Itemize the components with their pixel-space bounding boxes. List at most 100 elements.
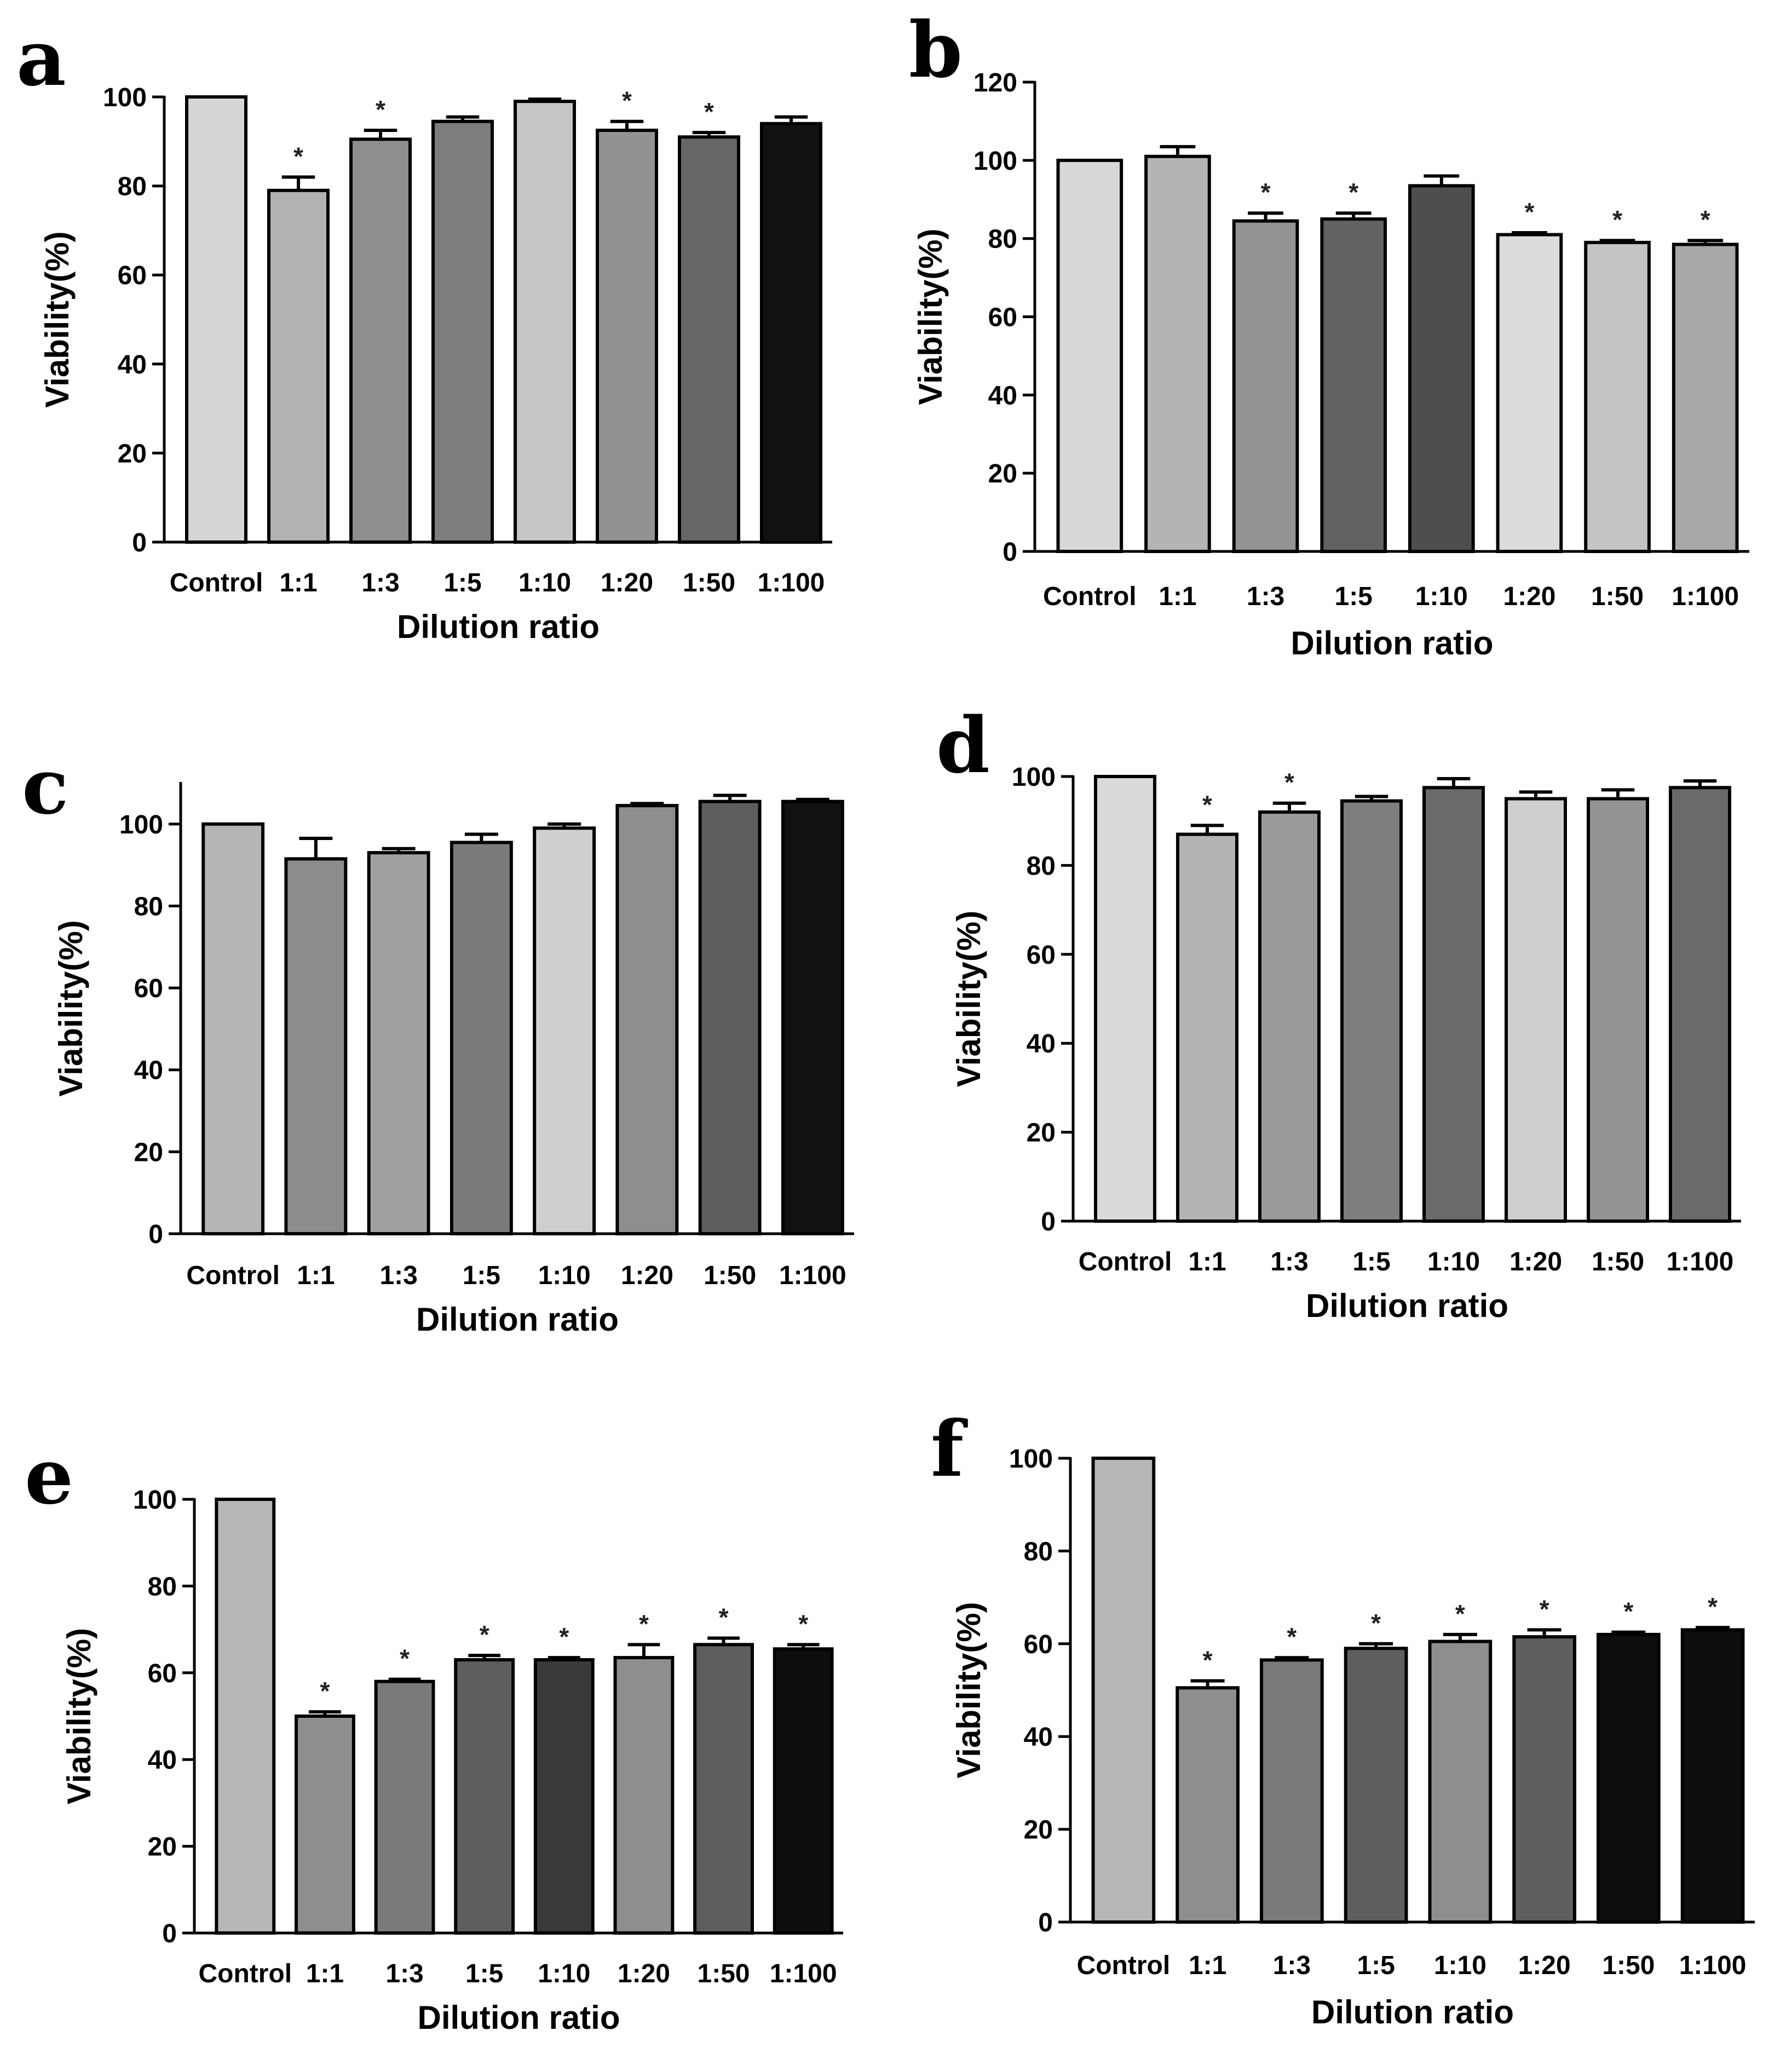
- significance-mark: *: [1261, 178, 1271, 206]
- panel-letter-a: a: [16, 14, 66, 103]
- x-tick-label: 1:5: [1335, 582, 1373, 611]
- y-axis-title: Viability(%): [912, 228, 949, 405]
- bar-1:20: [615, 804, 679, 1235]
- bar-1:50: [1597, 1632, 1661, 1924]
- y-tick-label: 60: [134, 974, 163, 1003]
- x-axis-title: Dilution ratio: [418, 1999, 620, 2036]
- panel-a: a 0 20 40 60 80 100 Control * 1:1 * 1:3 1:5 1:10 * 1:20…: [16, 14, 832, 645]
- x-tick-label: 1:50: [1602, 1951, 1655, 1980]
- y-tick-label: 40: [1024, 1723, 1053, 1752]
- panel-e: e 0 20 40 60 80 100 Control * 1:1 * 1:3 * 1:5 * 1:10 * 1:…: [25, 1432, 843, 2036]
- y-tick-label: 100: [1009, 1445, 1053, 1474]
- x-tick-label: 1:3: [385, 1959, 423, 1988]
- y-tick-label: 0: [1041, 1207, 1056, 1236]
- bar-1:3: [1232, 219, 1299, 553]
- y-tick-label: 100: [973, 147, 1017, 176]
- bar-1:1: [295, 1715, 355, 1935]
- y-tick-label: 80: [988, 225, 1017, 254]
- bar-1:5: [1344, 1647, 1408, 1924]
- y-tick-label: 60: [118, 261, 147, 290]
- significance-mark: *: [1371, 1609, 1381, 1637]
- bar-1:100: [781, 799, 844, 1236]
- bar-1:3: [1260, 1658, 1324, 1924]
- y-tick-label: 40: [118, 350, 147, 379]
- significance-mark: *: [1287, 1623, 1297, 1651]
- y-tick-label: 100: [1012, 763, 1056, 792]
- x-tick-label: 1:1: [1189, 1951, 1226, 1980]
- bar-1:10: [1422, 786, 1485, 1223]
- x-axis-title: Dilution ratio: [1311, 1994, 1514, 2030]
- x-tick-label: 1:50: [698, 1959, 750, 1988]
- y-tick-label: 80: [118, 172, 147, 202]
- bar-1:3: [1258, 810, 1321, 1223]
- significance-mark: *: [1540, 1595, 1549, 1623]
- x-tick-label: 1:50: [1591, 582, 1644, 611]
- y-tick-label: 20: [118, 439, 147, 468]
- x-tick-label: 1:10: [538, 1261, 591, 1290]
- bar-Control: [215, 1498, 276, 1935]
- y-axis-title: Viability(%): [950, 1602, 987, 1778]
- significance-mark: *: [798, 1609, 808, 1638]
- bar-1:50: [678, 135, 740, 544]
- bar-1:20: [1512, 1635, 1576, 1924]
- y-tick-label: 20: [988, 459, 1017, 488]
- y-tick-label: 60: [1024, 1630, 1053, 1659]
- panel-f: f 0 20 40 60 80 100 Control * 1:1 * 1:3 * 1:5 * 1:10 * 1:…: [931, 1405, 1755, 2030]
- x-tick-label: 1:10: [538, 1959, 590, 1988]
- bar-1:50: [693, 1643, 754, 1935]
- bar-1:3: [349, 137, 412, 544]
- bar-Control: [1091, 1457, 1156, 1924]
- significance-mark: *: [1349, 178, 1358, 206]
- bar-1:100: [773, 1647, 834, 1935]
- significance-mark: *: [1612, 205, 1622, 234]
- bar-1:5: [431, 119, 494, 544]
- bar-1:100: [1669, 786, 1731, 1223]
- bar-1:10: [514, 100, 576, 544]
- x-tick-label: 1:20: [1503, 582, 1555, 611]
- bar-Control: [1094, 775, 1156, 1223]
- x-tick-label: 1:10: [1427, 1247, 1480, 1276]
- bar-1:20: [1505, 797, 1567, 1223]
- panel-b: b 0 20 40 60 80 100 120 Control 1:1 * 1:3 * 1:5 1:10 * 1…: [909, 5, 1749, 661]
- x-tick-label: 1:100: [1679, 1951, 1747, 1980]
- significance-mark: *: [559, 1623, 569, 1651]
- bar-1:1: [267, 188, 330, 544]
- y-tick-label: 100: [103, 83, 147, 112]
- x-axis-title: Dilution ratio: [1291, 625, 1494, 661]
- x-axis-title: Dilution ratio: [397, 608, 600, 645]
- x-tick-label: 1:3: [361, 568, 399, 597]
- x-tick-label: 1:5: [465, 1959, 503, 1988]
- x-tick-label: 1:3: [1270, 1247, 1308, 1276]
- x-tick-label: 1:10: [1434, 1951, 1486, 1980]
- x-tick-label: 1:50: [1592, 1247, 1644, 1276]
- y-tick-label: 0: [1002, 538, 1017, 567]
- y-tick-label: 120: [973, 68, 1017, 97]
- significance-mark: *: [1701, 205, 1710, 234]
- bar-1:100: [760, 122, 822, 544]
- bar-1:1: [1144, 154, 1211, 554]
- bar-1:10: [1428, 1639, 1493, 1924]
- bar-1:5: [1320, 217, 1387, 554]
- y-axis-title: Viability(%): [39, 231, 76, 407]
- x-tick-label: 1:5: [1357, 1951, 1395, 1980]
- y-tick-label: 0: [162, 1919, 177, 1948]
- x-tick-label: 1:20: [601, 568, 653, 597]
- panel-d: d 0 20 40 60 80 100 Control * 1:1 * 1:3 1:5 1:10 1:20 1…: [936, 701, 1741, 1324]
- significance-mark: *: [1202, 790, 1212, 819]
- significance-mark: *: [480, 1620, 489, 1649]
- x-tick-label: 1:20: [1518, 1951, 1571, 1980]
- bar-1:20: [1496, 233, 1563, 553]
- bar-1:50: [1584, 240, 1651, 553]
- bar-1:10: [533, 826, 596, 1236]
- panel-letter-f: f: [931, 1405, 968, 1494]
- significance-mark: *: [704, 97, 714, 126]
- x-axis-title: Dilution ratio: [416, 1301, 619, 1338]
- panel-letter-d: d: [936, 701, 990, 791]
- y-tick-label: 60: [988, 303, 1017, 332]
- x-tick-label: 1:5: [463, 1261, 500, 1290]
- bar-1:10: [533, 1658, 595, 1935]
- bar-1:20: [613, 1656, 675, 1935]
- x-tick-label: Control: [1079, 1247, 1172, 1276]
- x-tick-label: 1:50: [683, 568, 735, 597]
- x-tick-label: 1:1: [297, 1261, 335, 1290]
